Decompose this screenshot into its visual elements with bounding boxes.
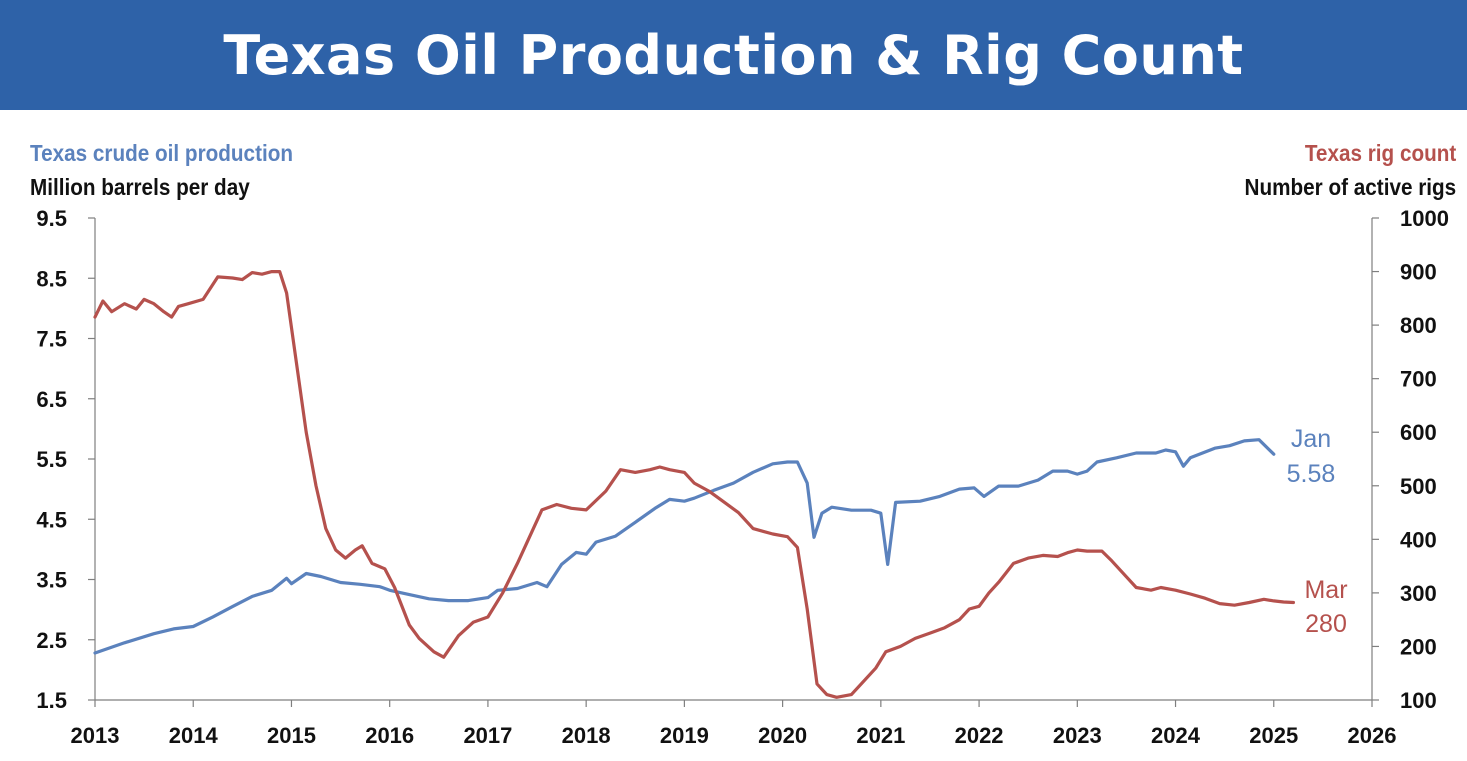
- right-tick-label: 400: [1400, 527, 1437, 552]
- rigs-end-value: 280: [1305, 610, 1347, 638]
- left-tick-label: 8.5: [36, 266, 67, 291]
- right-series-label: Texas rig count: [1304, 140, 1456, 166]
- x-tick-label: 2019: [660, 723, 709, 748]
- right-tick-label: 500: [1400, 474, 1437, 499]
- x-tick-label: 2023: [1053, 723, 1102, 748]
- left-tick-label: 7.5: [36, 327, 67, 352]
- left-tick-label: 4.5: [36, 507, 67, 532]
- right-tick-label: 900: [1400, 260, 1437, 285]
- right-tick-label: 800: [1400, 313, 1437, 338]
- left-tick-label: 1.5: [36, 688, 67, 713]
- right-tick-label: 300: [1400, 581, 1437, 606]
- right-unit-label: Number of active rigs: [1244, 174, 1456, 200]
- left-tick-label: 2.5: [36, 628, 67, 653]
- x-tick-label: 2018: [562, 723, 611, 748]
- production-end-month: Jan: [1291, 425, 1331, 453]
- left-tick-label: 9.5: [36, 206, 67, 231]
- right-tick-label: 100: [1400, 688, 1437, 713]
- left-tick-label: 5.5: [36, 447, 67, 472]
- right-tick-label: 1000: [1400, 206, 1449, 231]
- left-series-label: Texas crude oil production: [30, 140, 294, 166]
- x-tick-label: 2022: [955, 723, 1004, 748]
- production-end-value: 5.58: [1287, 460, 1336, 488]
- x-tick-label: 2026: [1348, 723, 1397, 748]
- x-tick-label: 2025: [1249, 723, 1298, 748]
- chart-title: Texas Oil Production & Rig Count: [223, 23, 1244, 87]
- left-tick-label: 3.5: [36, 568, 67, 593]
- x-tick-label: 2024: [1151, 723, 1201, 748]
- x-tick-label: 2020: [758, 723, 807, 748]
- x-tick-label: 2021: [856, 723, 905, 748]
- x-tick-label: 2016: [365, 723, 414, 748]
- rigs-end-month: Mar: [1304, 576, 1347, 604]
- x-tick-label: 2017: [463, 723, 512, 748]
- left-tick-label: 6.5: [36, 387, 67, 412]
- right-tick-label: 600: [1400, 420, 1437, 445]
- rig-count-line: [93, 270, 1295, 699]
- left-unit-label: Million barrels per day: [30, 174, 250, 200]
- x-tick-label: 2014: [169, 723, 219, 748]
- right-tick-label: 700: [1400, 367, 1437, 392]
- right-tick-label: 200: [1400, 634, 1437, 659]
- x-tick-label: 2015: [267, 723, 316, 748]
- production-line: [93, 438, 1276, 655]
- title-banner: Texas Oil Production & Rig Count: [0, 0, 1467, 110]
- x-tick-label: 2013: [71, 723, 120, 748]
